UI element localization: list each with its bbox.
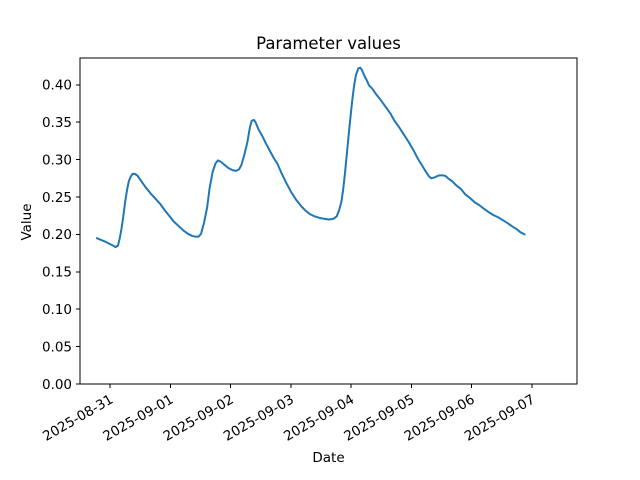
plot-area xyxy=(79,57,578,385)
chart-generated-layer: 0.000.050.100.150.200.250.300.350.402025… xyxy=(40,57,578,445)
y-tick-label: 0.40 xyxy=(42,78,72,94)
y-tick-label: 0.00 xyxy=(42,377,72,393)
chart-title: Parameter values xyxy=(256,34,401,53)
y-tick-label: 0.10 xyxy=(42,302,72,318)
y-tick-label: 0.35 xyxy=(42,115,72,131)
y-tick-label: 0.25 xyxy=(42,190,72,206)
y-tick-label: 0.05 xyxy=(42,339,72,355)
series-line xyxy=(95,66,526,249)
y-tick-label: 0.20 xyxy=(42,227,72,243)
y-tick-label: 0.15 xyxy=(42,265,72,281)
y-axis-label: Value xyxy=(19,203,35,240)
y-tick-label: 0.30 xyxy=(42,152,72,168)
x-axis-label: Date xyxy=(312,450,344,466)
